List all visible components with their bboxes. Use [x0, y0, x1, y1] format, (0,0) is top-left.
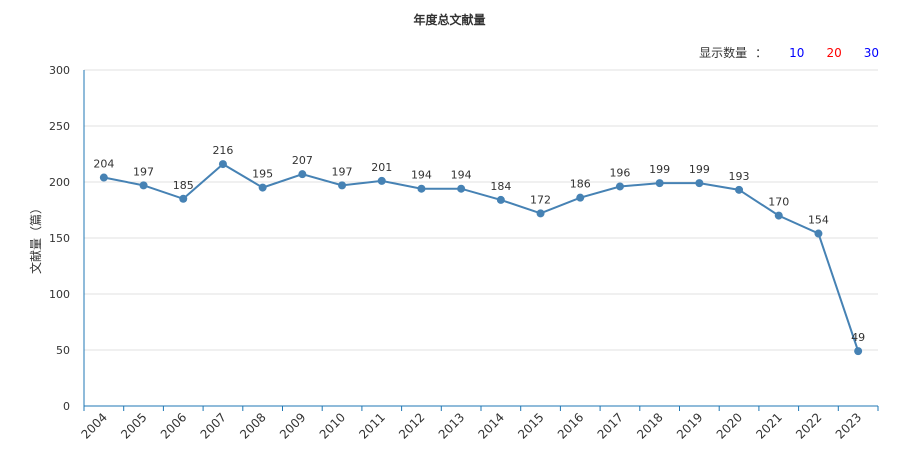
x-tick-label: 2005 [118, 410, 149, 441]
series-polyline [103, 162, 860, 352]
x-tick-label: 2021 [753, 410, 784, 441]
y-tick-label: 200 [49, 176, 70, 189]
x-tick-label: 2004 [78, 410, 109, 441]
y-tick-label: 250 [49, 120, 70, 133]
data-point[interactable] [377, 176, 386, 185]
data-label: 196 [609, 166, 630, 179]
y-tick-label: 150 [49, 232, 70, 245]
data-label: 199 [649, 163, 670, 176]
x-tick-label: 2022 [793, 410, 824, 441]
x-tick-label: 2010 [317, 410, 348, 441]
x-tick-label: 2007 [198, 410, 229, 441]
data-point[interactable] [139, 181, 148, 190]
y-tick-labels: 0 50 100 150 200 250 300 [49, 64, 70, 413]
data-point[interactable] [99, 173, 108, 182]
data-label: 194 [411, 169, 432, 182]
data-point[interactable] [536, 209, 545, 218]
x-tick-label: 2020 [714, 410, 745, 441]
data-point[interactable] [655, 179, 664, 188]
data-label: 197 [133, 165, 154, 178]
data-point[interactable] [298, 170, 307, 179]
data-point[interactable] [417, 184, 426, 193]
data-label: 199 [689, 163, 710, 176]
x-tick-label: 2015 [515, 410, 546, 441]
data-point[interactable] [179, 194, 188, 203]
data-label: 49 [851, 331, 865, 344]
data-point[interactable] [695, 179, 704, 188]
display-count-option-30[interactable]: 30 [863, 45, 879, 60]
display-count-separator: ： [755, 46, 768, 60]
display-count-control: 显示数量 ： 10 20 30 [699, 44, 879, 61]
data-label: 195 [252, 168, 273, 181]
x-tick-label: 2023 [833, 410, 864, 441]
x-tick-label: 2012 [396, 410, 427, 441]
data-point[interactable] [258, 183, 267, 192]
data-label: 193 [729, 170, 750, 183]
data-point[interactable] [814, 229, 823, 238]
data-label: 201 [371, 161, 392, 174]
data-point[interactable] [457, 184, 466, 193]
data-point[interactable] [854, 347, 863, 356]
data-labels: 204 197 185 216 195 207 197 201 194 194 184 172 186 1… [93, 144, 865, 344]
data-label: 207 [292, 154, 313, 167]
data-point[interactable] [735, 185, 744, 194]
x-tick-label: 2008 [237, 410, 268, 441]
data-points [99, 160, 863, 356]
display-count-option-10[interactable]: 10 [789, 45, 805, 60]
display-count-option-20[interactable]: 20 [826, 45, 842, 60]
data-point[interactable] [774, 211, 783, 220]
y-tick-label: 50 [56, 344, 70, 357]
data-point[interactable] [615, 182, 624, 191]
x-tick-label: 2014 [475, 410, 506, 441]
display-count-label: 显示数量 [699, 46, 748, 60]
data-label: 154 [808, 214, 829, 227]
y-tick-label: 100 [49, 288, 70, 301]
x-tick-label: 2016 [555, 410, 586, 441]
data-label: 185 [173, 179, 194, 192]
data-label: 216 [212, 144, 233, 157]
x-tick-label: 2018 [634, 410, 665, 441]
data-point[interactable] [338, 181, 347, 190]
data-label: 194 [451, 169, 472, 182]
data-point[interactable] [496, 195, 505, 204]
grid-lines [84, 69, 878, 351]
data-label: 197 [332, 165, 353, 178]
series-line [103, 162, 860, 352]
data-label: 186 [570, 178, 591, 191]
x-tick-label: 2017 [595, 410, 626, 441]
x-tick-label: 2009 [277, 410, 308, 441]
chart-title: 年度总文献量 [413, 13, 486, 27]
axes [83, 70, 879, 411]
data-point[interactable] [218, 160, 227, 169]
x-tick-label: 2011 [356, 410, 387, 441]
data-label: 170 [768, 196, 789, 209]
x-tick-label: 2013 [436, 410, 467, 441]
y-tick-label: 300 [49, 64, 70, 77]
data-label: 172 [530, 193, 551, 206]
x-tick-labels: 2004 2005 2006 2007 2008 2009 2010 2011 2012 2013… [78, 410, 864, 441]
x-tick-label: 2006 [158, 410, 189, 441]
y-axis-title: 文献量（篇） [28, 202, 43, 274]
data-label: 204 [93, 158, 114, 171]
y-tick-label: 0 [63, 400, 70, 413]
data-label: 184 [490, 180, 511, 193]
data-point[interactable] [576, 193, 585, 202]
x-tick-label: 2019 [674, 410, 705, 441]
